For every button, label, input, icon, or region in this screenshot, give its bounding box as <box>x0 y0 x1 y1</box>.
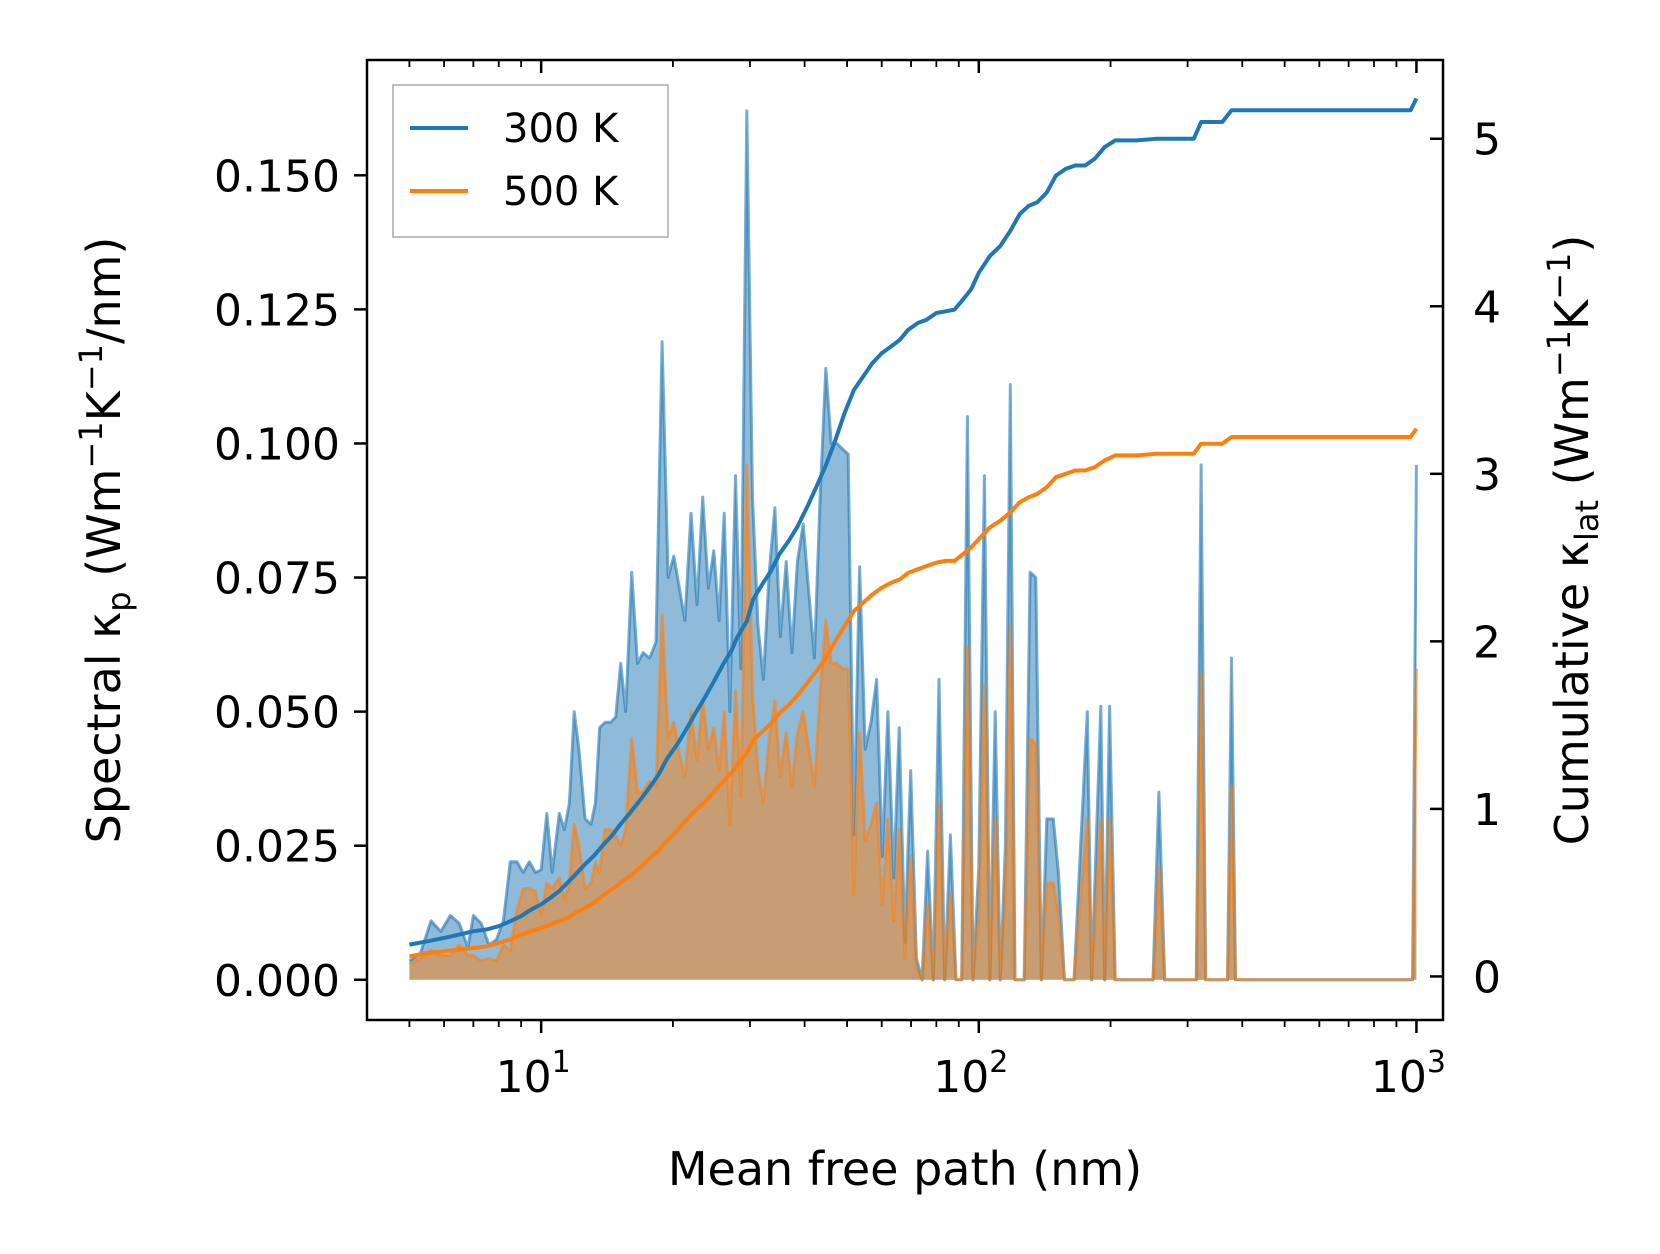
line-layer <box>408 97 1419 982</box>
y-right-label-mid: K <box>1545 298 1599 330</box>
y-left-label-sup2: −1 <box>72 344 110 391</box>
y-left-label-sub: p <box>100 591 138 611</box>
y-right-label-unit-close: ) <box>1545 235 1599 253</box>
y-left-tick-label: 0.050 <box>214 688 340 739</box>
x-tick-label-base: 10 <box>1371 1052 1427 1103</box>
y-axis-left-label: Spectral κp (Wm−1K−1/nm) <box>72 237 138 844</box>
tick-labels-layer: 101 102 1030.0000.0250.0500.0750.1000.1250… <box>214 115 1501 1103</box>
y-right-label-unit-open: (Wm <box>1545 377 1599 500</box>
x-tick-label-exp: 2 <box>989 1045 1008 1080</box>
x-tick-label: 102 <box>933 1045 1008 1103</box>
y-left-label-mid: K <box>77 389 131 421</box>
y-left-label-unit-open: (Wm <box>77 469 131 592</box>
y-right-tick-label: 1 <box>1473 785 1501 836</box>
x-tick-label-base: 10 <box>933 1052 989 1103</box>
axes-frame <box>365 58 1445 1022</box>
legend-box <box>392 84 669 238</box>
y-right-tick-label: 0 <box>1473 952 1501 1003</box>
y-right-label-prefix: Cumulative κ <box>1545 541 1599 845</box>
y-axis-right-label: Cumulative κlat (Wm−1K−1) <box>1540 235 1606 846</box>
y-left-tick-label: 0.125 <box>214 285 340 336</box>
spectral-line-300K <box>408 109 1418 982</box>
legend-label-300K: 300 K <box>503 106 620 152</box>
y-right-label-sup1: −1 <box>1540 330 1578 377</box>
y-right-tick-label: 5 <box>1473 115 1501 166</box>
cumulative-line-300K <box>409 97 1419 947</box>
x-tick-label-exp: 3 <box>1427 1045 1446 1080</box>
y-right-tick-label: 2 <box>1473 617 1501 668</box>
x-tick-label-exp: 1 <box>552 1045 571 1080</box>
ticks-layer <box>354 60 1443 1033</box>
y-right-tick-label: 4 <box>1473 282 1501 333</box>
legend: 300 K 500 K <box>392 84 669 238</box>
spectral-area-500K <box>409 464 1417 980</box>
y-left-tick-label: 0.075 <box>214 554 340 605</box>
plot-area <box>408 97 1419 982</box>
spectral-fill-layer <box>409 110 1417 980</box>
x-tick-label: 101 <box>496 1045 571 1103</box>
x-axis-label: Mean free path (nm) <box>668 1142 1142 1196</box>
y-left-label-unit-close: /nm) <box>77 237 131 344</box>
y-left-tick-label: 0.150 <box>214 151 340 202</box>
y-right-tick-label: 3 <box>1473 450 1501 501</box>
x-tick-label-base: 10 <box>496 1052 552 1103</box>
y-right-label-sub: lat <box>1568 500 1606 541</box>
x-tick-label: 103 <box>1371 1045 1446 1103</box>
y-left-label-sup1: −1 <box>72 421 110 468</box>
y-left-tick-label: 0.025 <box>214 822 340 873</box>
cumulative-line-500K <box>409 427 1419 959</box>
spectral-line-500K <box>408 463 1418 982</box>
legend-label-500K: 500 K <box>503 169 620 215</box>
y-left-label-prefix: Spectral κ <box>77 612 131 844</box>
y-right-label-sup2: −1 <box>1540 253 1578 300</box>
y-left-tick-label: 0.000 <box>214 956 340 1007</box>
y-left-tick-label: 0.100 <box>214 419 340 470</box>
